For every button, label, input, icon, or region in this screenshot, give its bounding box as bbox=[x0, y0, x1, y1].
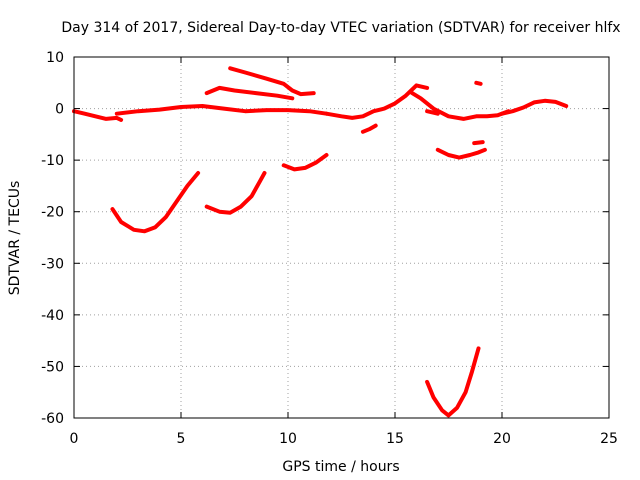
grid-layer bbox=[74, 57, 609, 418]
chart-title: Day 314 of 2017, Sidereal Day-to-day VTE… bbox=[61, 20, 620, 36]
x-tick-label: 15 bbox=[386, 431, 404, 447]
x-tick-label: 5 bbox=[177, 431, 186, 447]
data-arc-arc-7 bbox=[281, 153, 329, 172]
data-arc-arc-6 bbox=[204, 171, 267, 215]
data-arc-arc-4 bbox=[204, 85, 295, 101]
y-tick-label: -60 bbox=[41, 411, 64, 427]
x-tick-label: 10 bbox=[279, 431, 297, 447]
data-arc-arc-11 bbox=[425, 109, 440, 116]
plot-frame bbox=[73, 56, 610, 419]
x-tick-label: 20 bbox=[493, 431, 511, 447]
y-tick-label: -20 bbox=[41, 205, 64, 221]
data-arc-arc-14 bbox=[474, 80, 483, 86]
data-arc-arc-9 bbox=[360, 123, 378, 134]
x-tick-label: 0 bbox=[70, 431, 79, 447]
x-axis-label: GPS time / hours bbox=[282, 459, 399, 475]
data-layer bbox=[72, 66, 569, 418]
data-arc-arc-8 bbox=[324, 83, 430, 120]
y-tick-label: -30 bbox=[41, 256, 64, 272]
data-arc-arc-15 bbox=[425, 346, 481, 418]
data-arc-arc-10 bbox=[410, 91, 511, 121]
data-arc-arc-5 bbox=[228, 66, 316, 97]
y-tick-label: -40 bbox=[41, 308, 64, 324]
data-arc-arc-1 bbox=[72, 109, 124, 122]
data-arc-arc-12 bbox=[435, 147, 487, 160]
y-tick-label: -10 bbox=[41, 153, 64, 169]
data-arc-arc-13 bbox=[472, 140, 485, 146]
y-axis-label: SDTVAR / TECUs bbox=[7, 181, 23, 296]
x-tick-label: 25 bbox=[600, 431, 618, 447]
data-arc-arc-3 bbox=[114, 104, 329, 116]
data-arc-arc-2 bbox=[110, 171, 201, 234]
data-arc-arc-16 bbox=[500, 98, 569, 116]
tick-layer: 0 5 10 15 20 25 10 0 -10 -20 -30 -40 -50 -60 bbox=[41, 50, 618, 447]
y-tick-label: 0 bbox=[55, 102, 64, 118]
y-tick-label: -50 bbox=[41, 359, 64, 375]
y-tick-label: 10 bbox=[46, 50, 64, 66]
